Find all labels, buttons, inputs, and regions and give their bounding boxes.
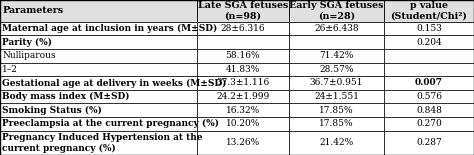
Bar	[289, 49, 384, 63]
Bar	[197, 22, 289, 35]
Bar	[0, 117, 197, 131]
Bar	[384, 117, 474, 131]
Text: 13.26%: 13.26%	[226, 138, 260, 147]
Bar	[384, 131, 474, 155]
Bar	[197, 131, 289, 155]
Bar	[197, 76, 289, 90]
Text: 17.85%: 17.85%	[319, 106, 354, 115]
Text: Pregnancy Induced Hypertension at the
current pregnancy (%): Pregnancy Induced Hypertension at the cu…	[2, 133, 203, 153]
Bar	[289, 63, 384, 76]
Bar	[0, 76, 197, 90]
Text: Parameters: Parameters	[2, 6, 64, 15]
Text: 0.007: 0.007	[415, 78, 443, 87]
Text: 0.576: 0.576	[416, 92, 442, 101]
Bar	[0, 49, 197, 63]
Text: 0.848: 0.848	[416, 106, 442, 115]
Bar	[384, 76, 474, 90]
Text: Nulliparous: Nulliparous	[2, 51, 56, 60]
Bar	[384, 0, 474, 22]
Bar	[197, 117, 289, 131]
Bar	[0, 0, 197, 22]
Text: 0.287: 0.287	[416, 138, 442, 147]
Text: 1–2: 1–2	[2, 65, 18, 74]
Text: Parity (%): Parity (%)	[2, 38, 52, 47]
Text: 41.83%: 41.83%	[226, 65, 260, 74]
Text: Early SGA fetuses
(n=28): Early SGA fetuses (n=28)	[289, 1, 384, 21]
Bar	[384, 49, 474, 63]
Text: 24.2±1.999: 24.2±1.999	[216, 92, 270, 101]
Text: Gestational age at delivery in weeks (M±SD): Gestational age at delivery in weeks (M±…	[2, 78, 227, 88]
Bar	[0, 103, 197, 117]
Text: 36.7±0.951: 36.7±0.951	[310, 78, 363, 87]
Bar	[0, 22, 197, 35]
Bar	[197, 90, 289, 103]
Bar	[289, 76, 384, 90]
Bar	[289, 117, 384, 131]
Text: Late SGA fetuses
(n=98): Late SGA fetuses (n=98)	[198, 1, 288, 21]
Text: p value
(Student/Chi²): p value (Student/Chi²)	[391, 1, 467, 21]
Bar	[289, 0, 384, 22]
Bar	[197, 35, 289, 49]
Text: 21.42%: 21.42%	[319, 138, 354, 147]
Bar	[0, 35, 197, 49]
Bar	[197, 63, 289, 76]
Bar	[0, 63, 197, 76]
Bar	[384, 103, 474, 117]
Text: 0.153: 0.153	[416, 24, 442, 33]
Text: Smoking Status (%): Smoking Status (%)	[2, 106, 102, 115]
Bar	[289, 22, 384, 35]
Text: 0.204: 0.204	[416, 38, 442, 47]
Text: 28±6.316: 28±6.316	[220, 24, 265, 33]
Text: Maternal age at inclusion in years (M±SD): Maternal age at inclusion in years (M±SD…	[2, 24, 218, 33]
Bar	[0, 131, 197, 155]
Bar	[384, 35, 474, 49]
Text: 28.57%: 28.57%	[319, 65, 354, 74]
Bar	[384, 63, 474, 76]
Text: 17.85%: 17.85%	[319, 119, 354, 128]
Text: 16.32%: 16.32%	[226, 106, 260, 115]
Text: 24±1.551: 24±1.551	[314, 92, 359, 101]
Text: 58.16%: 58.16%	[226, 51, 260, 60]
Text: 37.3±1.116: 37.3±1.116	[216, 78, 270, 87]
Text: 10.20%: 10.20%	[226, 119, 260, 128]
Bar	[197, 103, 289, 117]
Text: 71.42%: 71.42%	[319, 51, 354, 60]
Text: 0.270: 0.270	[416, 119, 442, 128]
Text: 26±6.438: 26±6.438	[314, 24, 359, 33]
Bar	[289, 35, 384, 49]
Bar	[197, 0, 289, 22]
Bar	[289, 103, 384, 117]
Bar	[289, 131, 384, 155]
Text: Body mass index (M±SD): Body mass index (M±SD)	[2, 92, 130, 101]
Bar	[0, 90, 197, 103]
Bar	[197, 49, 289, 63]
Bar	[384, 22, 474, 35]
Bar	[289, 90, 384, 103]
Text: Preeclampsia at the current pregnancy (%): Preeclampsia at the current pregnancy (%…	[2, 119, 219, 128]
Bar	[384, 90, 474, 103]
